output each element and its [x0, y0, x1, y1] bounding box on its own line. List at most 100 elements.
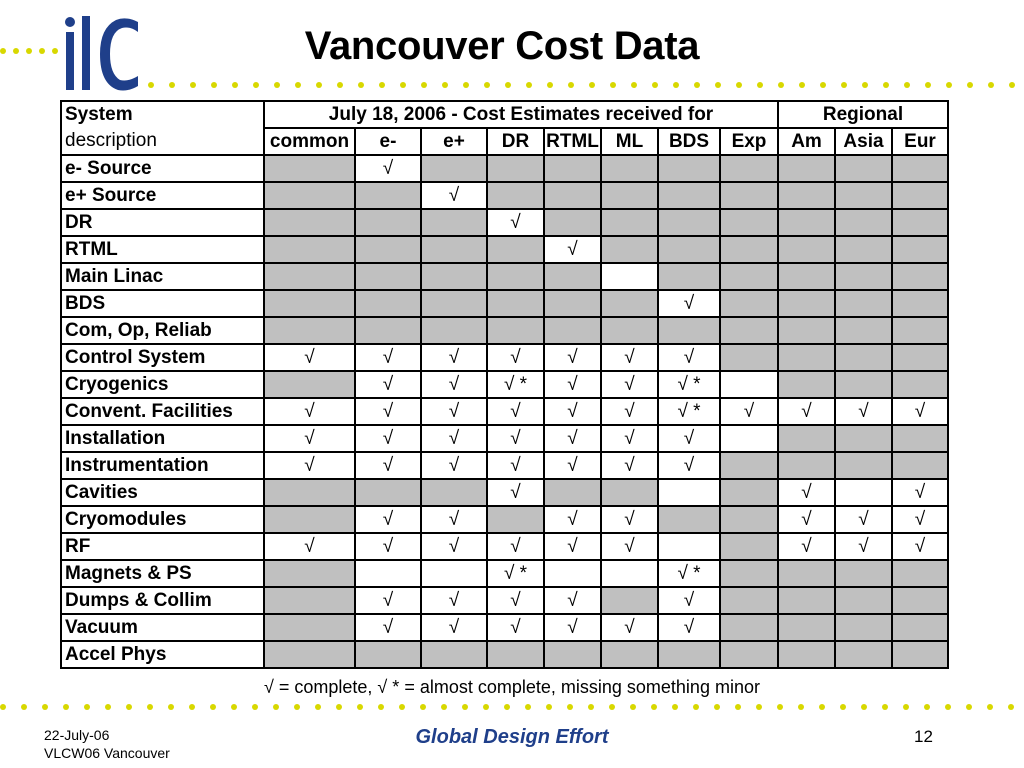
table-cell	[834, 451, 893, 480]
table-cell: √	[543, 343, 602, 372]
dot-ornament	[273, 704, 279, 710]
dot-ornament	[39, 48, 45, 54]
table-cell: √	[657, 424, 721, 453]
table-cell: √	[420, 370, 488, 399]
dot-ornament	[568, 82, 574, 88]
table-cell	[263, 208, 356, 237]
table-cell	[719, 235, 779, 264]
table-cell: √	[600, 343, 659, 372]
dot-ornament	[358, 82, 364, 88]
table-cell	[486, 640, 545, 669]
table-cell: √	[263, 451, 356, 480]
table-cell: √	[600, 613, 659, 642]
dot-ornament	[736, 82, 742, 88]
table-cell	[263, 613, 356, 642]
table-cell	[600, 289, 659, 318]
table-row: Convent. Facilities √ √ √ √ √ √ √ * √ √ √ √	[60, 397, 949, 426]
table-cell	[543, 316, 602, 345]
table-cell	[891, 370, 949, 399]
table-cell	[777, 370, 836, 399]
dot-ornament	[883, 82, 889, 88]
table-cell	[834, 181, 893, 210]
dot-ornament	[126, 704, 132, 710]
table-cell	[420, 208, 488, 237]
column-header: DR	[486, 127, 545, 156]
dot-ornament	[672, 704, 678, 710]
table-cell	[834, 262, 893, 291]
column-header: Am	[777, 127, 836, 156]
dot-ornament	[483, 704, 489, 710]
row-label: Cavities	[60, 478, 265, 507]
table-cell	[600, 316, 659, 345]
table-cell	[657, 208, 721, 237]
table-cell	[657, 235, 721, 264]
dot-ornament	[778, 82, 784, 88]
table-cell	[777, 316, 836, 345]
table-cell: √	[657, 586, 721, 615]
table-cell	[657, 154, 721, 183]
table-cell: √	[543, 424, 602, 453]
table-row: BDS √	[60, 289, 949, 318]
table-row: Cavities √ √ √	[60, 478, 949, 507]
header-row-1: System July 18, 2006 - Cost Estimates re…	[60, 100, 949, 129]
table-cell: √	[420, 505, 488, 534]
table-cell	[719, 586, 779, 615]
table-cell	[719, 208, 779, 237]
table-cell	[777, 262, 836, 291]
page-number: 12	[914, 727, 933, 746]
table-cell	[777, 613, 836, 642]
table-cell	[263, 181, 356, 210]
table-row: Cryogenics √ √ √ * √ √ √ *	[60, 370, 949, 399]
dot-ornament	[147, 704, 153, 710]
dot-ornament	[589, 82, 595, 88]
dot-ornament	[547, 82, 553, 88]
table-cell	[263, 316, 356, 345]
dot-ornament	[694, 82, 700, 88]
table-row: Control System √ √ √ √ √ √ √	[60, 343, 949, 372]
dot-ornament	[967, 82, 973, 88]
row-label: RF	[60, 532, 265, 561]
table-cell: √	[600, 424, 659, 453]
column-header: RTML	[543, 127, 602, 156]
table-cell	[486, 505, 545, 534]
table-cell	[354, 208, 422, 237]
table-cell	[777, 289, 836, 318]
dot-ornament	[442, 82, 448, 88]
table-cell	[263, 289, 356, 318]
table-cell: √	[486, 451, 545, 480]
table-cell: √	[543, 397, 602, 426]
table-row: Vacuum √ √ √ √ √ √	[60, 613, 949, 642]
dot-ornament	[588, 704, 594, 710]
dot-ornament	[190, 82, 196, 88]
table-cell: √	[657, 289, 721, 318]
dot-ornament	[105, 704, 111, 710]
table-cell	[600, 559, 659, 588]
table-cell	[891, 451, 949, 480]
table-cell	[719, 262, 779, 291]
table-cell: √	[486, 397, 545, 426]
dot-ornament	[988, 82, 994, 88]
table-cell	[263, 262, 356, 291]
table-cell: √	[600, 532, 659, 561]
row-label: RTML	[60, 235, 265, 264]
table-cell	[719, 154, 779, 183]
table-cell: √	[834, 397, 893, 426]
table-cell	[486, 181, 545, 210]
table-cell	[719, 181, 779, 210]
table-cell: √	[891, 505, 949, 534]
table-cell	[657, 478, 721, 507]
dot-ornament	[274, 82, 280, 88]
table-cell	[486, 289, 545, 318]
dot-ornament	[294, 704, 300, 710]
row-label: Main Linac	[60, 262, 265, 291]
row-label: Com, Op, Reliab	[60, 316, 265, 345]
table-cell: √	[719, 397, 779, 426]
table-row: Instrumentation √ √ √ √ √ √ √	[60, 451, 949, 480]
dot-ornament	[400, 82, 406, 88]
table-cell: √	[420, 586, 488, 615]
table-cell: √ *	[486, 559, 545, 588]
table-cell	[891, 235, 949, 264]
dot-ornament	[946, 82, 952, 88]
dot-ornament	[820, 82, 826, 88]
table-row: DR √	[60, 208, 949, 237]
